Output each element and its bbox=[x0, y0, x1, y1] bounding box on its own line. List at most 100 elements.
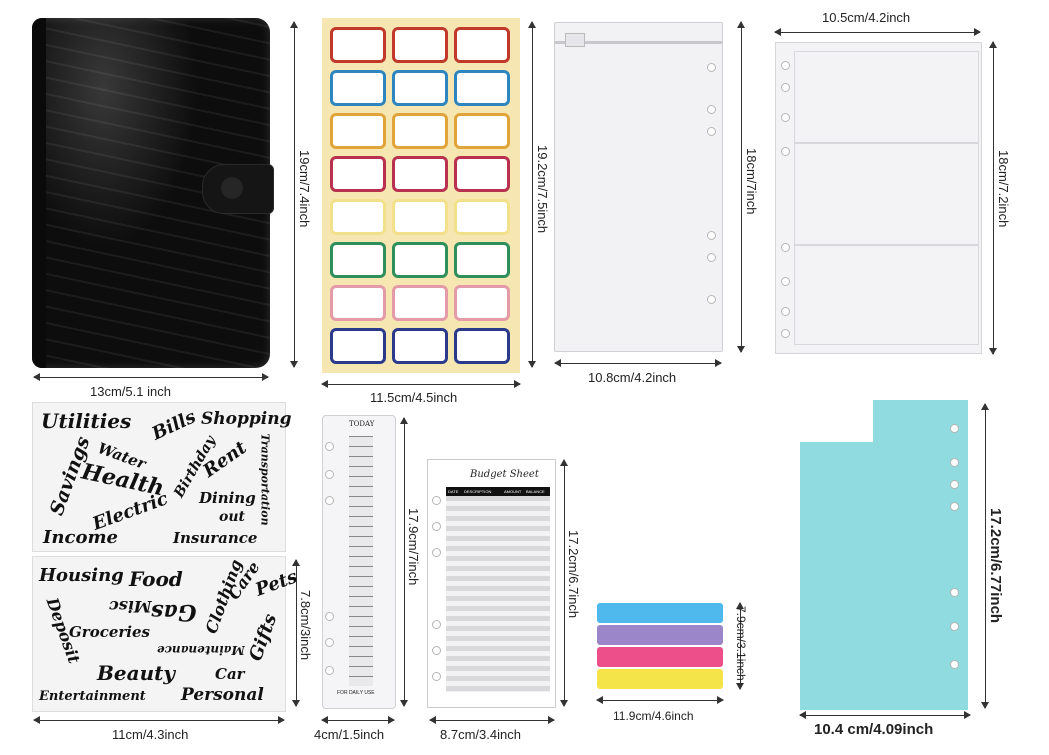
binder-hole bbox=[432, 646, 441, 655]
budget-col-amount: AMOUNT bbox=[504, 489, 522, 494]
index-tab bbox=[597, 603, 723, 623]
sticker-label bbox=[330, 156, 386, 192]
word-label: Gas bbox=[151, 599, 197, 625]
budget-col-date: DATE bbox=[448, 489, 459, 494]
divider-width-arrow bbox=[799, 711, 971, 719]
binder-hole bbox=[325, 442, 334, 451]
binder-hole bbox=[707, 63, 716, 72]
binder-hole bbox=[950, 458, 959, 467]
word-label: Housing bbox=[39, 565, 124, 586]
sticker-label bbox=[454, 285, 510, 321]
sticker-label bbox=[330, 328, 386, 364]
sleeve-pocket bbox=[794, 51, 979, 143]
word-label: Utilities bbox=[41, 409, 132, 433]
sticker-label bbox=[392, 156, 448, 192]
wallet-width-arrow bbox=[33, 373, 269, 381]
sticker-width-arrow bbox=[321, 380, 521, 388]
sticker-label bbox=[330, 242, 386, 278]
binder-hole bbox=[781, 243, 790, 252]
word-label: Maintenance bbox=[157, 643, 245, 657]
sleeve-pocket bbox=[794, 143, 979, 245]
binder-hole bbox=[950, 588, 959, 597]
sticker-width-label: 11.5cm/4.5inch bbox=[370, 390, 458, 405]
binder-hole bbox=[432, 672, 441, 681]
words-width-label: 11cm/4.3inch bbox=[112, 727, 189, 742]
budget-sheet-title: Budget Sheet bbox=[470, 469, 539, 480]
word-label: Gifts bbox=[245, 611, 282, 664]
binder-hole bbox=[432, 496, 441, 505]
ruler-scale bbox=[349, 436, 373, 686]
divider-width-label: 10.4 cm/4.09inch bbox=[814, 721, 934, 738]
budget-height-arrow bbox=[560, 459, 568, 707]
word-label: Shopping bbox=[201, 409, 292, 429]
category-word-sheet-1: Utilities Bills Shopping Water Transport… bbox=[32, 402, 291, 552]
word-label: Personal bbox=[181, 685, 264, 705]
binder-hole bbox=[781, 83, 790, 92]
budget-width-label: 8.7cm/3.4inch bbox=[440, 727, 521, 742]
sleeve-pocket bbox=[794, 245, 979, 345]
category-word-sheet-2: Housing Food Care Pets Misc Gas Clothing… bbox=[32, 556, 300, 712]
sticker-label bbox=[392, 70, 448, 106]
sticker-label bbox=[454, 113, 510, 149]
word-label: Entertainment bbox=[39, 689, 146, 704]
sticker-label bbox=[454, 70, 510, 106]
pouch-height-arrow bbox=[737, 21, 745, 353]
ruler-bottom-label: FOR DAILY USE bbox=[337, 690, 375, 696]
ruler-height-label: 17.9cm/7inch bbox=[406, 508, 421, 586]
binder-hole bbox=[781, 147, 790, 156]
index-tab bbox=[597, 669, 723, 689]
sleeve-width-label: 10.5cm/4.2inch bbox=[822, 10, 911, 25]
wallet-height-label: 19cm/7.4inch bbox=[297, 150, 312, 228]
binder-hole bbox=[781, 113, 790, 122]
binder-hole bbox=[950, 424, 959, 433]
budget-height-label: 17.2cm/6.7inch bbox=[566, 530, 581, 619]
budget-column-header: DATE DESCRIPTION AMOUNT BALANCE bbox=[446, 489, 550, 496]
word-label: Bills bbox=[148, 406, 200, 445]
binder-hole bbox=[950, 660, 959, 669]
pouch-height-label: 18cm/7inch bbox=[744, 148, 759, 215]
sticker-label bbox=[392, 328, 448, 364]
word-label: Food bbox=[129, 567, 183, 591]
sticker-label bbox=[330, 27, 386, 63]
word-label: Insurance bbox=[173, 529, 258, 547]
sleeve-width-arrow bbox=[774, 28, 981, 36]
sleeve-height-label: 18cm/7.2inch bbox=[996, 150, 1011, 228]
pouch-width-label: 10.8cm/4.2inch bbox=[588, 370, 677, 385]
binder-hole bbox=[781, 307, 790, 316]
sticker-label bbox=[454, 328, 510, 364]
wallet-snap-strap bbox=[202, 164, 274, 214]
binder-hole bbox=[707, 231, 716, 240]
index-tab bbox=[597, 625, 723, 645]
words-height-arrow bbox=[292, 559, 300, 707]
label-sticker-sheet bbox=[322, 18, 520, 373]
budget-width-arrow bbox=[429, 716, 555, 724]
divider-body bbox=[800, 442, 968, 710]
index-tab bbox=[597, 647, 723, 667]
pouch-width-arrow bbox=[554, 359, 722, 367]
black-binder-wallet bbox=[32, 18, 274, 368]
binder-hole bbox=[325, 666, 334, 675]
budget-grid bbox=[446, 496, 550, 692]
word-label: Misc bbox=[109, 597, 152, 616]
sticker-label bbox=[392, 27, 448, 63]
sticker-label bbox=[454, 27, 510, 63]
word-label: Transportation bbox=[258, 433, 272, 526]
snap-button bbox=[221, 177, 243, 199]
sticker-label bbox=[392, 199, 448, 235]
binder-hole bbox=[950, 502, 959, 511]
sticker-label bbox=[454, 156, 510, 192]
binder-hole bbox=[707, 295, 716, 304]
tabs-height-arrow bbox=[736, 602, 744, 690]
zipper-pouch bbox=[554, 22, 723, 352]
words-width-arrow bbox=[33, 716, 285, 724]
card-sleeve-page bbox=[775, 42, 982, 354]
divider-height-arrow bbox=[981, 403, 989, 709]
budget-sheet-header: Budget Sheet bbox=[446, 465, 550, 489]
ruler-width-label: 4cm/1.5inch bbox=[314, 727, 385, 742]
binder-hole bbox=[432, 620, 441, 629]
wallet-height-arrow bbox=[290, 21, 298, 368]
word-label: out bbox=[219, 509, 245, 525]
sticker-label bbox=[392, 242, 448, 278]
word-label: Groceries bbox=[69, 623, 150, 641]
wallet-spine bbox=[32, 18, 46, 368]
